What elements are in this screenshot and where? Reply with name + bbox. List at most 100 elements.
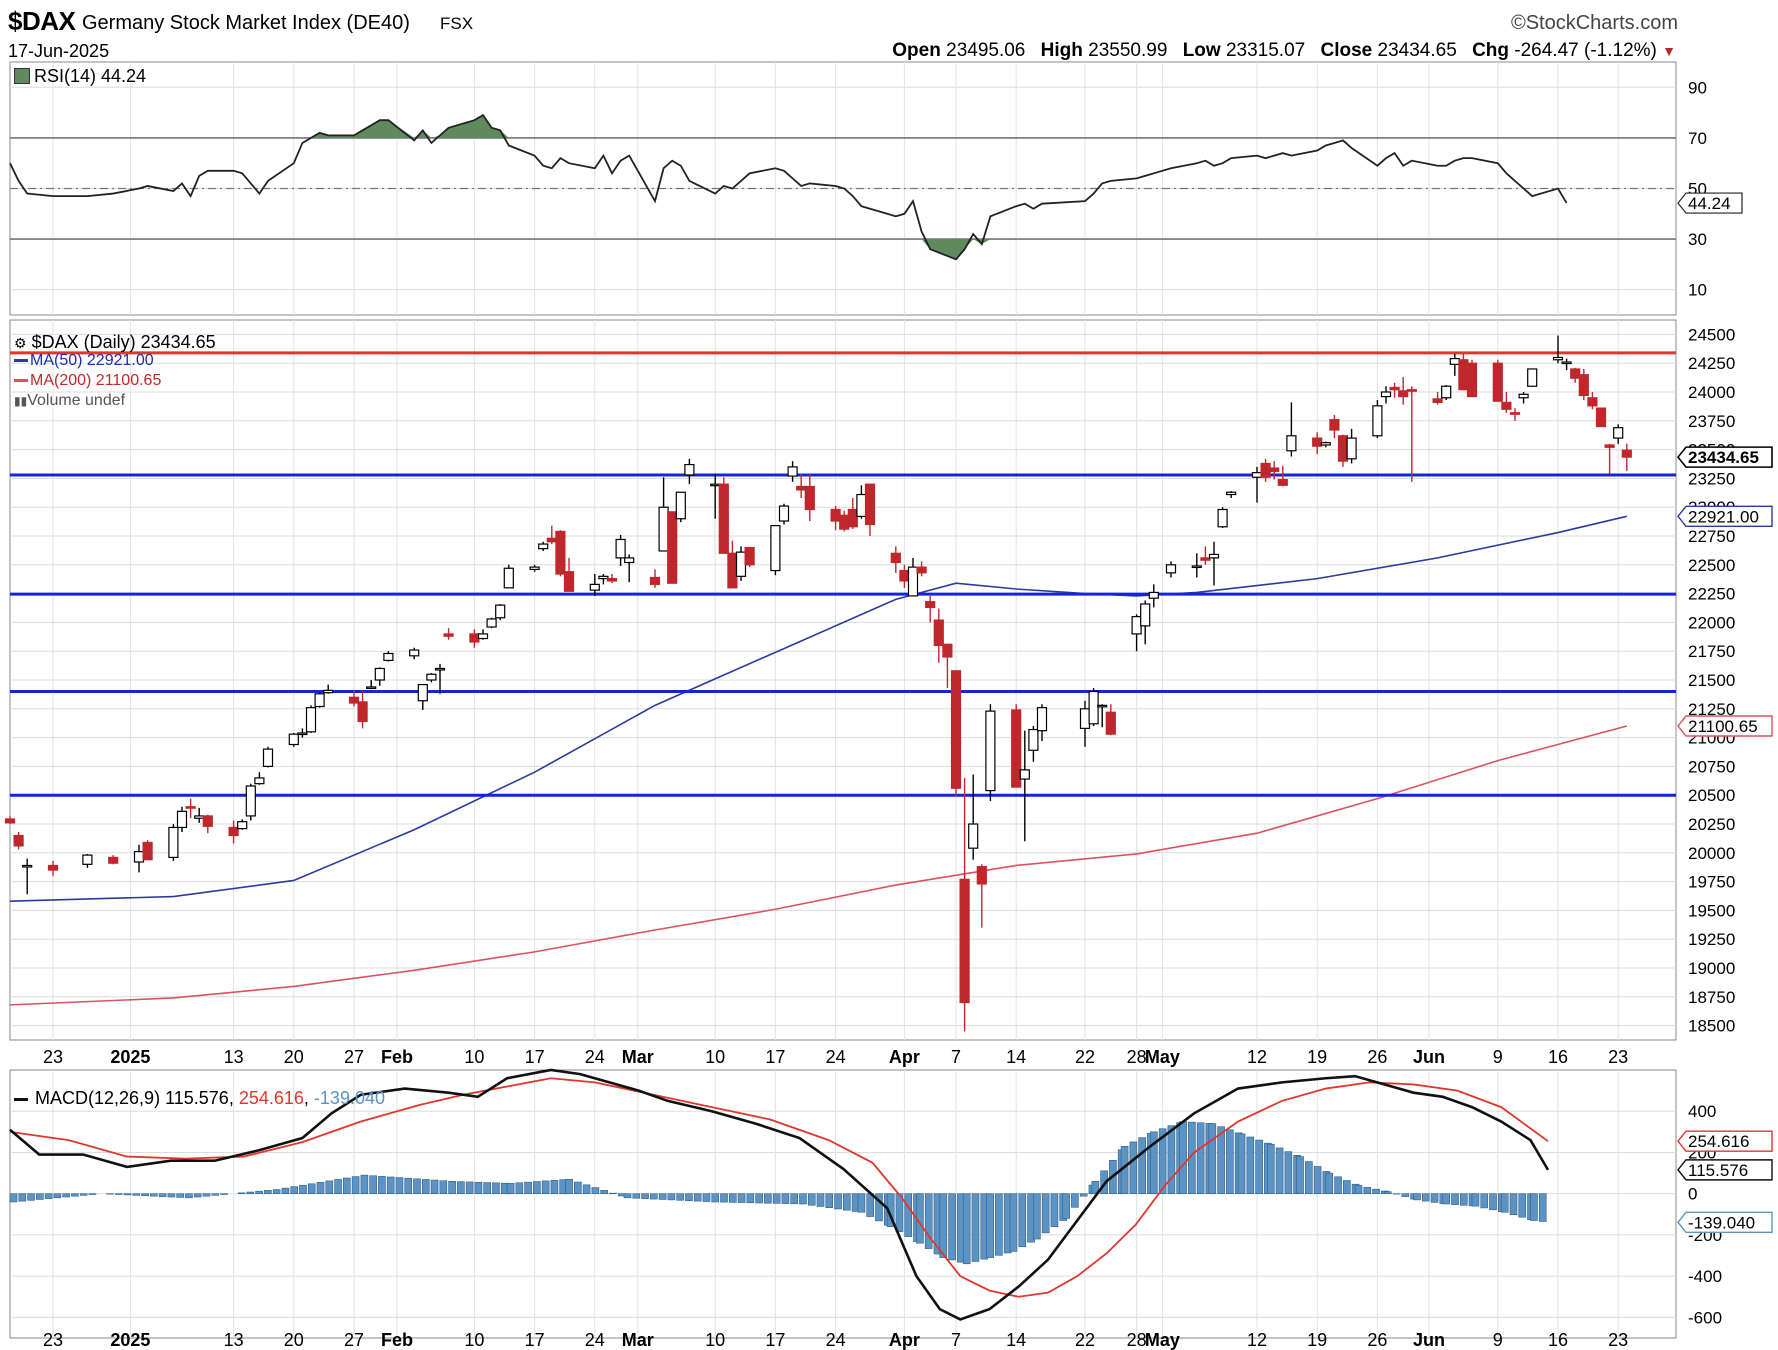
candle-body [1552,356,1564,361]
candle-body [1217,508,1228,528]
macd-histogram-bar [1489,1193,1497,1211]
ohlc-summary: Open 23495.06 High 23550.99 Low 23315.07… [892,40,1676,62]
candle-body [624,557,635,564]
candle-body [1441,385,1452,399]
macd-histogram-bar [299,1184,307,1194]
candle-body [185,806,196,809]
candle-body [1570,368,1581,379]
candle-body [1269,467,1280,473]
price-ytick-label: 21750 [1688,642,1735,661]
close-value: 23434.65 [1377,40,1457,61]
candle-body [1466,362,1478,398]
macd-histogram-bar [290,1186,298,1194]
rsi-ytick-label: 30 [1688,230,1707,249]
price-xtick-label: 17 [525,1047,545,1067]
candle-body [1251,472,1263,478]
macd-histogram-bar [150,1193,158,1197]
candle-body [968,823,979,849]
close-label: Close [1320,40,1373,61]
rsi-legend: RSI(14) 44.24 [14,66,146,87]
macd-xtick-label: Feb [381,1330,413,1350]
price-xtick-label: 13 [224,1047,244,1067]
ma50-legend-label: MA(50) 22921.00 [30,352,154,369]
macd-histogram-bar [193,1193,202,1198]
price-ytick-label: 20750 [1688,757,1735,776]
macd-xtick-label: 27 [344,1330,364,1350]
candle-body [907,566,919,597]
rsi-ytick-label: 90 [1688,78,1707,97]
candle-body [942,643,953,658]
brand-watermark: ©StockCharts.com [1510,12,1678,34]
price-xtick-label: 20 [284,1047,304,1067]
macd-histogram-bar [1334,1176,1342,1194]
price-xtick-label: 28 [1127,1047,1147,1067]
macd-histogram-bar [1343,1180,1351,1194]
price-ytick-label: 19500 [1688,901,1735,920]
exchange-code: FSX [440,14,474,33]
candle-body [477,633,489,640]
macd-histogram-bar [658,1193,667,1200]
macd-macd-value-label: 115.576 [1688,1161,1748,1180]
candle-body [383,652,394,662]
candle-body [82,854,93,865]
price-xtick-label: 24 [585,1047,605,1067]
macd-histogram-bar [790,1193,798,1205]
candle-body [348,696,360,704]
low-value: 23315.07 [1225,40,1306,61]
macd-xtick-label: 9 [1493,1330,1503,1350]
candle-body [1380,391,1392,398]
price-ytick-label: 19000 [1688,959,1735,978]
macd-histogram-bar [1100,1170,1108,1194]
macd-histogram-bar [1179,1121,1187,1194]
macd-signal-value-label: 254.616 [1688,1132,1749,1151]
macd-histogram-bar [1509,1193,1518,1216]
rsi-overbought-fill [10,115,1567,138]
macd-histogram-bar [1459,1193,1468,1206]
macd-xtick-label: 22 [1075,1330,1095,1350]
candle-body [503,567,514,589]
candle-body [108,856,119,864]
macd-histogram-bar [609,1192,617,1194]
candle-body [1191,565,1202,569]
macd-histogram-bar [220,1193,228,1195]
macd-histogram-bar [457,1181,465,1194]
macd-histogram-bar [541,1180,550,1194]
macd-xtick-label: Jun [1413,1330,1445,1350]
candle-body [770,525,781,572]
macd-histogram-bar [1313,1166,1322,1194]
macd-histogram-bar [132,1193,141,1196]
macd-histogram-bar [281,1187,290,1194]
candle-body [409,649,420,657]
macd-xtick-label: May [1145,1330,1180,1350]
candle-body [830,508,841,522]
high-value: 23550.99 [1088,40,1168,61]
candle-body [710,483,721,487]
index-name: Germany Stock Market Index (DE40) [82,12,410,34]
macd-macd-tag [1677,1159,1773,1181]
price-ytick-label: 24250 [1688,354,1735,373]
candle-body [555,530,566,575]
macd-ytick-label: 400 [1688,1102,1716,1121]
price-xtick-label: Mar [622,1047,654,1067]
macd-histogram-bar [685,1193,693,1202]
macd-histogram-bar [1196,1122,1205,1194]
macd-histogram-bar [737,1193,746,1203]
macd-histogram-bar [1363,1187,1372,1194]
rsi-legend-icon [14,68,30,84]
macd-ytick-label: -400 [1688,1267,1722,1286]
macd-histogram-bar [667,1193,676,1201]
macd-legend-signal: 254.616 [238,1088,304,1108]
macd-histogram-bar [971,1193,980,1262]
candle-body [1036,707,1048,732]
macd-xtick-label: 23 [43,1330,63,1350]
candle-body [1260,462,1271,478]
change-label: Chg [1472,40,1509,61]
candle-body [684,463,695,476]
candle-body [1286,435,1297,452]
macd-histogram-bar [114,1193,123,1195]
candle-body [563,571,575,592]
macd-legend-hist: -139.040 [313,1088,385,1108]
macd-histogram-bar [574,1181,582,1194]
quote-date: 17-Jun-2025 [8,41,110,61]
candle-body [856,493,867,518]
